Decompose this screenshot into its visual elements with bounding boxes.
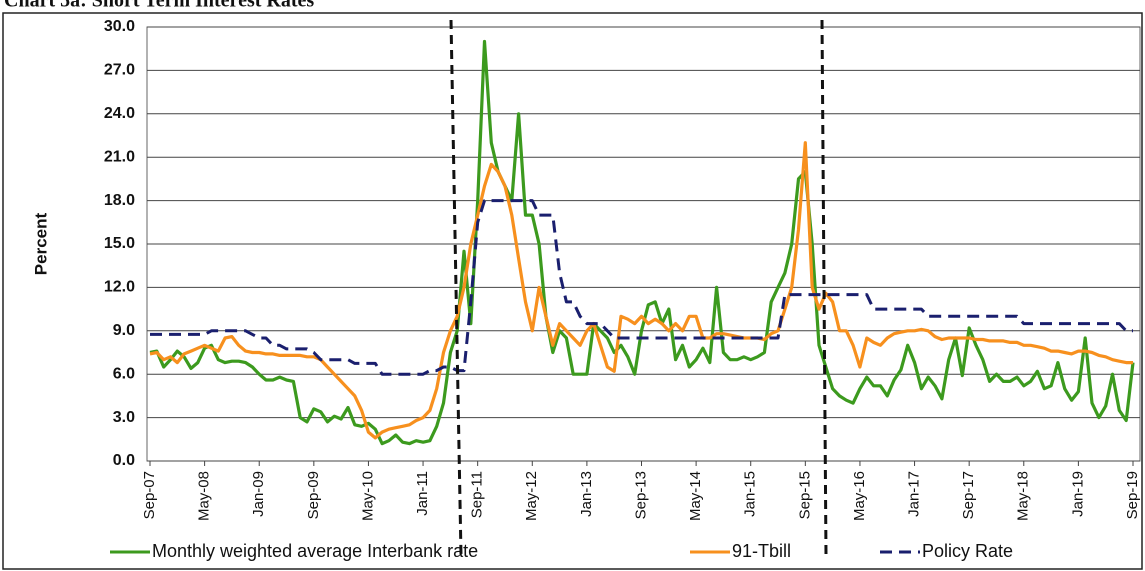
y-tick-label: 30.0	[104, 18, 135, 35]
x-tick-label: May-12	[523, 471, 540, 521]
chart-title: Chart 5a: Short Term Interest Rates	[4, 0, 314, 12]
y-axis-label: Percent	[31, 212, 50, 275]
x-tick-label: Sep-13	[632, 471, 649, 519]
y-tick-label: 27.0	[104, 62, 135, 79]
x-tick-label: Sep-11	[469, 471, 486, 518]
y-tick-label: 9.0	[113, 322, 135, 339]
x-tick-label: Sep-15	[796, 471, 813, 519]
x-tick-label: Sep-17	[960, 471, 977, 519]
y-tick-label: 6.0	[113, 365, 135, 382]
y-tick-label: 24.0	[104, 105, 135, 122]
y-tick-label: 21.0	[104, 148, 135, 165]
y-tick-label: 3.0	[113, 409, 135, 426]
series-line	[149, 39, 1135, 446]
legend-label: Policy Rate	[922, 541, 1013, 561]
legend-label: Monthly weighted average Interbank rate	[152, 541, 478, 561]
y-tick-label: 15.0	[104, 235, 135, 252]
x-tick-label: Jan-11	[414, 471, 431, 516]
x-tick-label: Jan-19	[1069, 471, 1086, 517]
x-tick-label: Jan-15	[742, 471, 759, 517]
x-tick-label: Sep-19	[1124, 471, 1141, 519]
y-tick-label: 18.0	[104, 192, 135, 209]
x-tick-label: May-18	[1015, 471, 1032, 521]
series-line	[149, 141, 1133, 440]
x-tick-label: May-14	[687, 471, 704, 521]
x-tick-label: Jan-09	[250, 471, 267, 517]
x-tick-label: Sep-09	[305, 471, 322, 519]
y-tick-label: 0.0	[113, 452, 135, 469]
x-tick-label: May-10	[359, 471, 376, 521]
y-tick-label: 12.0	[104, 279, 135, 296]
x-tick-label: Jan-17	[906, 471, 923, 517]
series-line	[150, 199, 1133, 376]
x-tick-label: May-16	[851, 471, 868, 521]
x-tick-label: May-08	[196, 471, 213, 521]
x-tick-label: Sep-07	[141, 471, 158, 519]
x-tick-label: Jan-13	[578, 471, 595, 517]
legend-label: 91-Tbill	[732, 541, 791, 561]
frame	[2, 12, 1143, 570]
